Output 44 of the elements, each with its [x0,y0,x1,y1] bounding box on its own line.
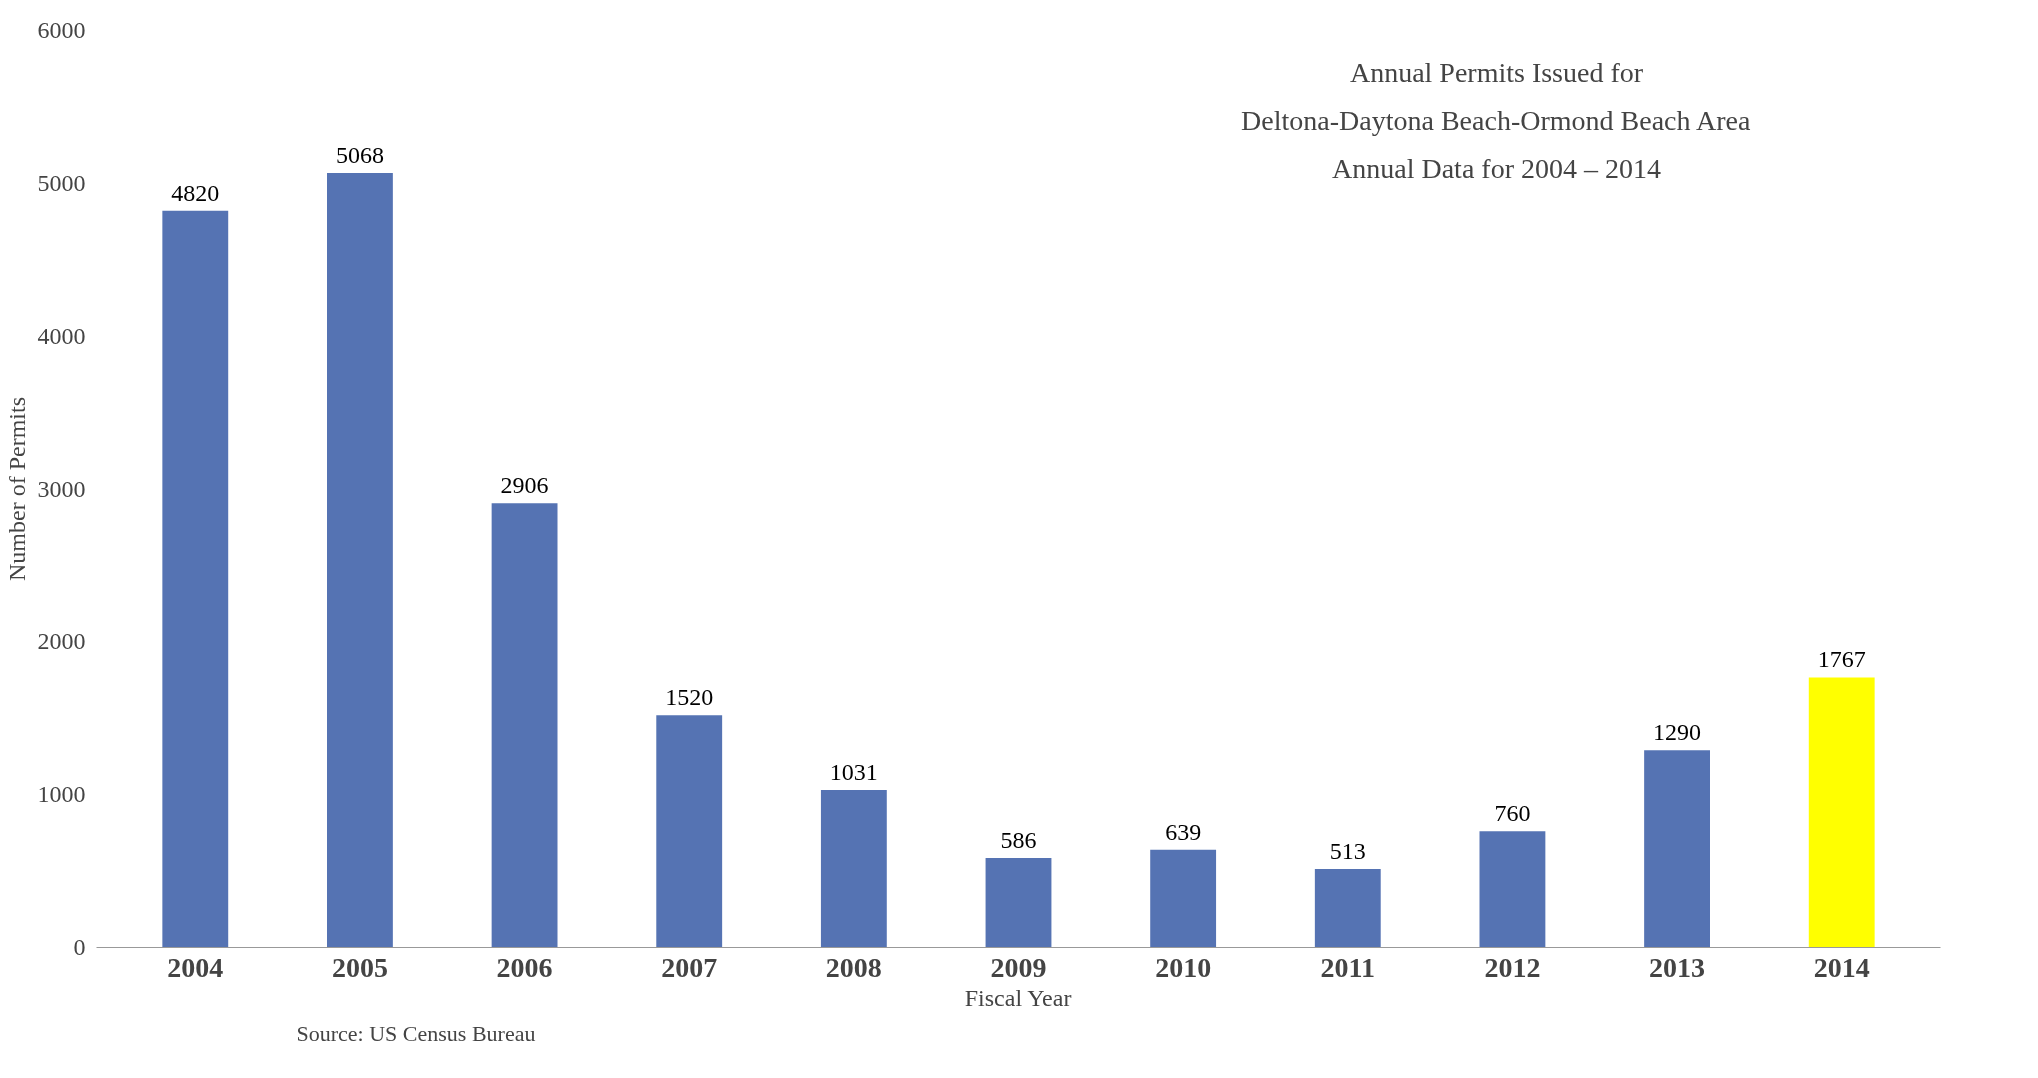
x-tick-label: 2007 [661,951,718,983]
text: Annual Permits Issued for Deltona-Daytona Beach-Ormond Beach Area Annual Data for 2004 – 2014 [1241,56,1751,184]
data-label: 5068 [335,141,384,168]
data-label: 1031 [829,758,878,785]
data-label: 1767 [1817,646,1866,673]
x-tick-label: 2005 [331,951,388,983]
bar [656,715,723,948]
bar [1150,849,1217,948]
x-tick-label: 2004 [167,951,224,983]
x-tick-label: 2008 [825,951,882,983]
y-tick-label: 4000 [37,322,86,349]
data-label: 513 [1329,838,1366,865]
x-tick-label: 2014 [1813,951,1870,983]
y-tick-label: 1000 [37,781,86,808]
bar [1314,869,1381,948]
y-tick-label: 3000 [37,475,86,502]
bar [1644,750,1710,948]
data-label: 4820 [171,179,220,206]
bar [820,789,887,948]
data-label: 1520 [665,684,714,711]
data-label: 2906 [500,472,549,499]
source-note: Source: US Census Bureau [296,1020,536,1046]
y-tick-label: 0 [73,934,86,960]
y-axis-title: Number of Permits [3,397,30,581]
bar [1479,831,1546,948]
x-tick-label: 2009 [990,951,1047,983]
data-label: 760 [1494,800,1531,827]
bar [985,857,1052,948]
bar [327,172,393,948]
y-tick-label: 2000 [37,628,86,655]
x-axis-title: Fiscal Year [964,984,1072,1011]
data-label: 586 [1000,826,1037,853]
data-label: 1290 [1653,719,1702,746]
x-tick-label: 2011 [1320,951,1376,983]
y-tick-label: 6000 [37,17,86,43]
data-label: 639 [1165,818,1202,845]
x-tick-label: 2012 [1484,951,1541,983]
bar [491,503,558,948]
bar [162,210,229,948]
x-tick-label: 2006 [496,951,553,983]
bar [1808,677,1875,948]
y-tick-label: 5000 [37,169,86,196]
x-tick-label: 2010 [1155,951,1212,983]
x-tick-label: 2013 [1649,951,1706,983]
